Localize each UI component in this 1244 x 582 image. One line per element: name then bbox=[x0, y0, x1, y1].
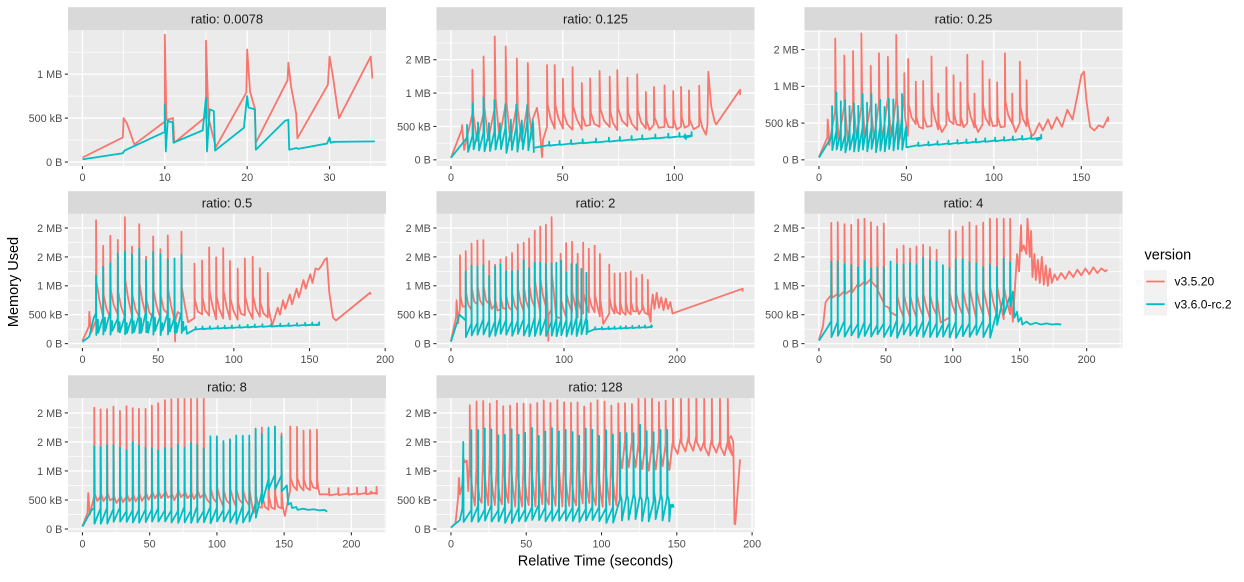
svg-text:200: 200 bbox=[668, 354, 686, 366]
svg-text:1 MB: 1 MB bbox=[406, 88, 431, 100]
svg-text:50: 50 bbox=[557, 172, 569, 184]
svg-text:100: 100 bbox=[665, 172, 683, 184]
svg-text:ratio: 128: ratio: 128 bbox=[568, 380, 622, 395]
svg-text:50: 50 bbox=[520, 538, 532, 550]
svg-text:2 MB: 2 MB bbox=[406, 408, 431, 420]
svg-text:2 MB: 2 MB bbox=[774, 45, 799, 57]
svg-text:150: 150 bbox=[1011, 354, 1029, 366]
svg-text:30: 30 bbox=[324, 172, 336, 184]
svg-text:100: 100 bbox=[944, 354, 962, 366]
svg-text:200: 200 bbox=[1078, 354, 1096, 366]
svg-text:2 MB: 2 MB bbox=[37, 437, 62, 449]
svg-text:0: 0 bbox=[816, 354, 822, 366]
svg-text:1 MB: 1 MB bbox=[37, 281, 62, 293]
svg-text:0 B: 0 B bbox=[415, 524, 431, 536]
svg-text:50: 50 bbox=[900, 172, 912, 184]
svg-text:2 MB: 2 MB bbox=[37, 408, 62, 420]
svg-text:1 MB: 1 MB bbox=[406, 466, 431, 478]
svg-text:1 MB: 1 MB bbox=[774, 281, 799, 293]
svg-text:ratio: 0.25: ratio: 0.25 bbox=[935, 12, 993, 27]
svg-text:1 MB: 1 MB bbox=[774, 81, 799, 93]
svg-text:0: 0 bbox=[79, 354, 85, 366]
svg-text:ratio: 0.125: ratio: 0.125 bbox=[563, 12, 628, 27]
svg-text:version: version bbox=[1145, 248, 1192, 264]
svg-text:200: 200 bbox=[376, 354, 394, 366]
svg-text:20: 20 bbox=[241, 172, 253, 184]
svg-text:150: 150 bbox=[1072, 172, 1090, 184]
svg-text:0 B: 0 B bbox=[783, 339, 799, 351]
svg-text:500 kB: 500 kB bbox=[29, 495, 63, 507]
svg-text:ratio: 0.0078: ratio: 0.0078 bbox=[191, 12, 263, 27]
svg-text:2 MB: 2 MB bbox=[774, 223, 799, 235]
svg-text:500 kB: 500 kB bbox=[397, 121, 431, 133]
svg-text:0 B: 0 B bbox=[46, 524, 62, 536]
svg-text:0: 0 bbox=[448, 354, 454, 366]
svg-text:100: 100 bbox=[985, 172, 1003, 184]
svg-text:0 B: 0 B bbox=[415, 339, 431, 351]
svg-text:50: 50 bbox=[880, 354, 892, 366]
svg-text:0: 0 bbox=[79, 538, 85, 550]
svg-text:500 kB: 500 kB bbox=[765, 310, 799, 322]
svg-text:0: 0 bbox=[816, 172, 822, 184]
svg-text:150: 150 bbox=[275, 538, 293, 550]
svg-text:2 MB: 2 MB bbox=[406, 437, 431, 449]
svg-text:150: 150 bbox=[668, 538, 686, 550]
svg-text:500 kB: 500 kB bbox=[29, 310, 63, 322]
svg-text:0 B: 0 B bbox=[46, 157, 62, 169]
svg-text:ratio: 8: ratio: 8 bbox=[207, 380, 247, 395]
svg-text:0 B: 0 B bbox=[415, 155, 431, 167]
svg-text:1 MB: 1 MB bbox=[37, 466, 62, 478]
svg-text:1 MB: 1 MB bbox=[406, 281, 431, 293]
svg-text:500 kB: 500 kB bbox=[397, 310, 431, 322]
svg-text:50: 50 bbox=[152, 354, 164, 366]
svg-text:1 MB: 1 MB bbox=[37, 69, 62, 81]
svg-text:0 B: 0 B bbox=[783, 155, 799, 167]
svg-text:500 kB: 500 kB bbox=[765, 118, 799, 130]
svg-text:2 MB: 2 MB bbox=[774, 252, 799, 264]
svg-text:150: 150 bbox=[300, 354, 318, 366]
svg-text:100: 100 bbox=[555, 354, 573, 366]
svg-text:200: 200 bbox=[342, 538, 360, 550]
svg-text:Relative Time (seconds): Relative Time (seconds) bbox=[518, 553, 674, 569]
svg-text:ratio: 4: ratio: 4 bbox=[944, 196, 984, 211]
svg-text:2 MB: 2 MB bbox=[406, 223, 431, 235]
svg-text:2 MB: 2 MB bbox=[406, 55, 431, 67]
svg-text:0 B: 0 B bbox=[46, 339, 62, 351]
svg-text:200: 200 bbox=[743, 538, 761, 550]
svg-text:ratio: 2: ratio: 2 bbox=[576, 196, 616, 211]
svg-text:500 kB: 500 kB bbox=[397, 495, 431, 507]
svg-text:0: 0 bbox=[79, 172, 85, 184]
svg-text:50: 50 bbox=[144, 538, 156, 550]
svg-text:500 kB: 500 kB bbox=[29, 113, 63, 125]
svg-text:2 MB: 2 MB bbox=[37, 223, 62, 235]
svg-text:100: 100 bbox=[225, 354, 243, 366]
svg-text:0: 0 bbox=[448, 172, 454, 184]
svg-text:2 MB: 2 MB bbox=[406, 252, 431, 264]
svg-text:ratio: 0.5: ratio: 0.5 bbox=[202, 196, 253, 211]
svg-text:10: 10 bbox=[159, 172, 171, 184]
svg-text:2 MB: 2 MB bbox=[37, 252, 62, 264]
svg-text:v3.6.0-rc.2: v3.6.0-rc.2 bbox=[1175, 297, 1232, 311]
svg-text:0: 0 bbox=[448, 538, 454, 550]
svg-text:100: 100 bbox=[208, 538, 226, 550]
svg-text:100: 100 bbox=[593, 538, 611, 550]
svg-text:Memory Used: Memory Used bbox=[6, 237, 22, 327]
svg-text:v3.5.20: v3.5.20 bbox=[1175, 275, 1215, 289]
